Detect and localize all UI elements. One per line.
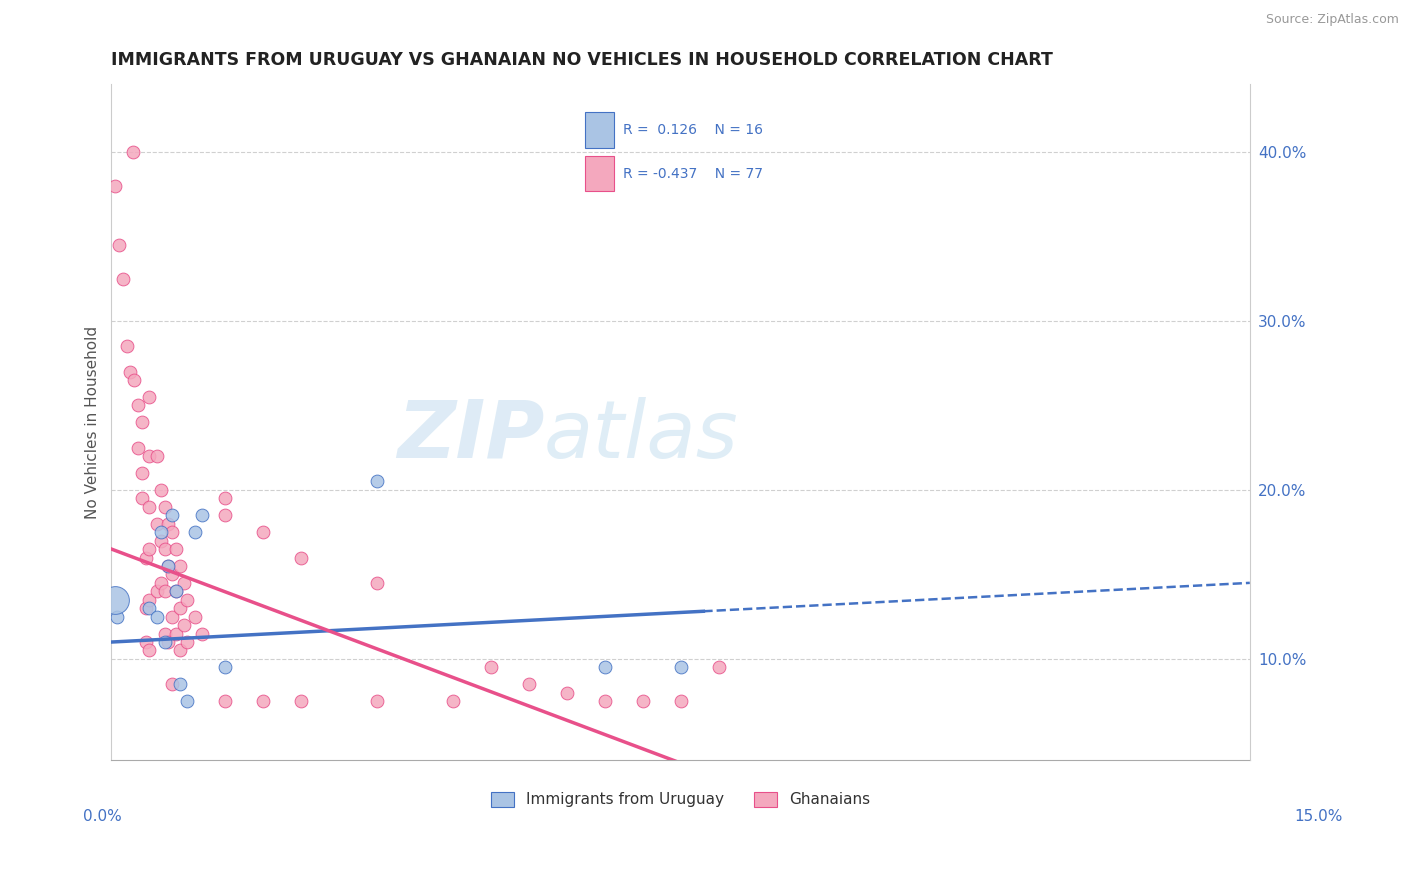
Point — [157, 516, 180, 531]
Point — [165, 584, 187, 599]
Point — [146, 449, 169, 463]
Point — [165, 626, 187, 640]
Point — [669, 660, 692, 674]
Point — [169, 601, 191, 615]
Point — [184, 609, 207, 624]
Point — [138, 449, 160, 463]
Text: IMMIGRANTS FROM URUGUAY VS GHANAIAN NO VEHICLES IN HOUSEHOLD CORRELATION CHART: IMMIGRANTS FROM URUGUAY VS GHANAIAN NO V… — [111, 51, 1053, 69]
Point — [479, 660, 502, 674]
Point — [138, 601, 160, 615]
Point — [290, 694, 312, 708]
Point — [707, 660, 730, 674]
Text: 15.0%: 15.0% — [1295, 809, 1343, 823]
Point — [252, 525, 274, 540]
Point — [191, 508, 214, 523]
Point — [111, 271, 134, 285]
Point — [149, 575, 172, 590]
Point — [366, 475, 388, 489]
Point — [149, 525, 172, 540]
Point — [108, 237, 131, 252]
Text: ZIP: ZIP — [396, 397, 544, 475]
Point — [517, 677, 540, 691]
Point — [115, 339, 138, 353]
Point — [104, 592, 127, 607]
Legend: Immigrants from Uruguay, Ghanaians: Immigrants from Uruguay, Ghanaians — [485, 785, 877, 814]
Point — [173, 575, 195, 590]
Point — [631, 694, 654, 708]
Point — [146, 609, 169, 624]
Point — [153, 542, 176, 557]
Point — [160, 609, 183, 624]
Point — [160, 525, 183, 540]
Point — [214, 694, 236, 708]
Point — [157, 558, 180, 573]
Point — [135, 601, 157, 615]
Point — [121, 145, 143, 159]
Point — [149, 533, 172, 548]
Point — [127, 441, 149, 455]
Point — [138, 542, 160, 557]
Point — [160, 677, 183, 691]
Point — [138, 390, 160, 404]
Point — [165, 584, 187, 599]
Text: 0.0%: 0.0% — [83, 809, 122, 823]
Point — [135, 550, 157, 565]
Point — [160, 508, 183, 523]
Point — [165, 542, 187, 557]
Point — [191, 626, 214, 640]
Point — [120, 365, 142, 379]
Point — [669, 694, 692, 708]
Point — [169, 643, 191, 657]
Point — [107, 609, 129, 624]
Point — [127, 398, 149, 412]
Point — [131, 491, 153, 506]
Point — [138, 500, 160, 514]
Point — [138, 592, 160, 607]
Point — [157, 635, 180, 649]
Point — [153, 626, 176, 640]
Y-axis label: No Vehicles in Household: No Vehicles in Household — [86, 326, 100, 519]
Point — [184, 525, 207, 540]
Point — [157, 558, 180, 573]
Point — [153, 500, 176, 514]
Point — [160, 567, 183, 582]
Point — [366, 575, 388, 590]
Point — [252, 694, 274, 708]
Point — [173, 618, 195, 632]
Point — [290, 550, 312, 565]
Point — [146, 584, 169, 599]
Text: Source: ZipAtlas.com: Source: ZipAtlas.com — [1265, 13, 1399, 27]
Point — [441, 694, 464, 708]
Point — [169, 677, 191, 691]
Point — [555, 686, 578, 700]
Point — [131, 415, 153, 429]
Point — [169, 558, 191, 573]
Point — [135, 635, 157, 649]
Point — [153, 584, 176, 599]
Point — [131, 466, 153, 480]
Point — [146, 516, 169, 531]
Point — [176, 635, 198, 649]
Point — [214, 660, 236, 674]
Point — [176, 694, 198, 708]
Point — [153, 635, 176, 649]
Point — [214, 508, 236, 523]
Point — [593, 660, 616, 674]
Point — [593, 694, 616, 708]
Point — [214, 491, 236, 506]
Point — [138, 643, 160, 657]
Point — [176, 592, 198, 607]
Point — [149, 483, 172, 497]
Point — [122, 373, 145, 387]
Text: atlas: atlas — [544, 397, 738, 475]
Point — [366, 694, 388, 708]
Point — [104, 178, 127, 193]
